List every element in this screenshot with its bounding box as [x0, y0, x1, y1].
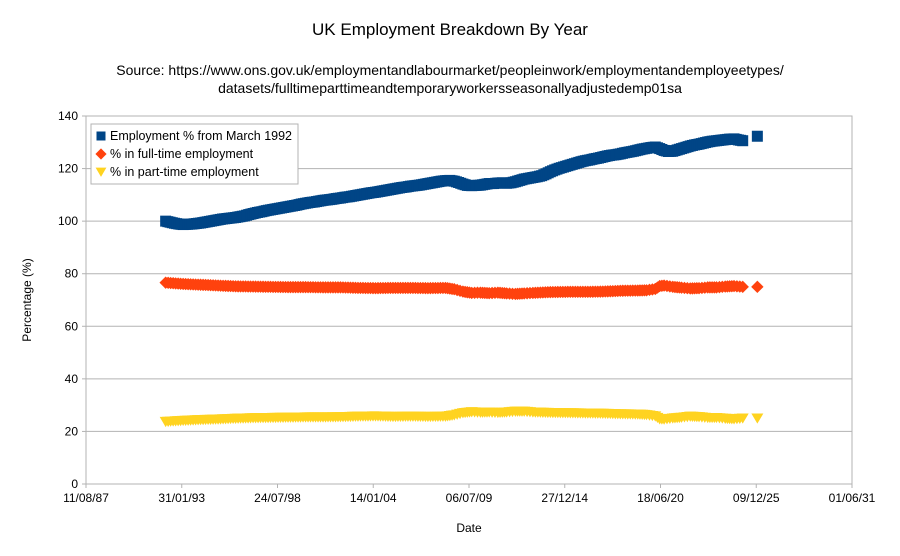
x-tick-label: 14/01/04	[350, 491, 397, 505]
legend-label: % in part-time employment	[110, 165, 259, 179]
x-tick-label: 18/06/20	[637, 491, 684, 505]
x-tick-label: 27/12/14	[541, 491, 588, 505]
legend-box	[90, 123, 299, 185]
series-3	[159, 406, 764, 428]
data-point	[737, 135, 749, 147]
chart-subtitle: Source: https://www.ons.gov.uk/employmen…	[0, 61, 900, 97]
x-tick-label: 09/12/25	[733, 491, 780, 505]
data-point	[751, 280, 764, 294]
legend-label: Employment % from March 1992	[110, 129, 292, 143]
y-tick-label: 60	[65, 319, 79, 333]
series-1	[160, 130, 763, 231]
legend-marker	[95, 148, 107, 160]
y-tick-label: 0	[71, 477, 78, 491]
y-tick-label: 40	[65, 372, 79, 386]
y-tick-label: 100	[58, 214, 78, 228]
legend-label: % in full-time employment	[110, 147, 254, 161]
x-tick-label: 11/08/87	[63, 491, 109, 505]
x-axis-title: Date	[456, 521, 482, 535]
y-tick-label: 120	[58, 162, 78, 176]
x-tick-label: 31/01/93	[158, 491, 205, 505]
y-tick-label: 80	[65, 267, 79, 281]
legend-marker	[96, 131, 106, 141]
subtitle-line-2: datasets/fulltimeparttimeandtemporarywor…	[218, 80, 682, 96]
x-tick-label: 24/07/98	[254, 491, 301, 505]
y-tick-label: 20	[65, 424, 79, 438]
data-point	[751, 130, 763, 142]
legend: Employment % from March 1992 % in full-ti…	[90, 123, 299, 185]
y-tick-label: 140	[58, 109, 78, 123]
data-point	[751, 413, 764, 424]
y-axis-title: Percentage (%)	[20, 258, 34, 341]
subtitle-line-1: Source: https://www.ons.gov.uk/employmen…	[116, 62, 784, 78]
data-point	[736, 280, 749, 294]
series-2	[159, 276, 764, 301]
x-tick-label: 01/06/31	[829, 491, 876, 505]
data-point	[736, 413, 749, 424]
x-tick-label: 06/07/09	[446, 491, 493, 505]
chart-title: UK Employment Breakdown By Year	[312, 20, 588, 39]
legend-marker	[95, 167, 107, 177]
